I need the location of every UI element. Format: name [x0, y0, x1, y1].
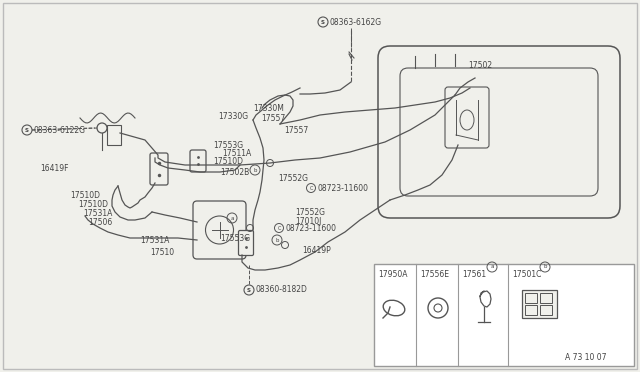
Text: a: a [490, 264, 493, 269]
Text: 08363-6162G: 08363-6162G [330, 17, 382, 26]
Text: 17557: 17557 [261, 113, 285, 122]
Bar [525, 305, 537, 315]
Text: 17531A: 17531A [83, 208, 113, 218]
Text: b: b [543, 264, 547, 269]
Text: A 73 10 07: A 73 10 07 [565, 353, 607, 362]
Text: S: S [321, 19, 325, 25]
FancyBboxPatch shape [190, 150, 206, 172]
Bar [522, 290, 557, 318]
Text: b: b [253, 167, 257, 173]
Text: 08360-8182D: 08360-8182D [256, 285, 308, 295]
Bar [374, 264, 634, 366]
FancyBboxPatch shape [378, 46, 620, 218]
Text: S: S [247, 288, 251, 292]
Text: 17561: 17561 [462, 270, 486, 279]
Bar [540, 293, 552, 303]
Text: 17511A: 17511A [222, 148, 252, 157]
FancyBboxPatch shape [239, 231, 253, 256]
Text: 17330G: 17330G [218, 112, 248, 121]
Text: 08723-11600: 08723-11600 [317, 183, 368, 192]
Text: 17553G: 17553G [213, 141, 243, 150]
Text: 17552G: 17552G [295, 208, 325, 217]
Text: 17950A: 17950A [378, 270, 408, 279]
Text: 17553G: 17553G [220, 234, 250, 243]
Text: S: S [25, 128, 29, 132]
Bar [107, 125, 121, 145]
Text: 17510D: 17510D [70, 190, 100, 199]
Bar [540, 305, 552, 315]
Text: b: b [275, 237, 279, 243]
Text: 17506: 17506 [88, 218, 112, 227]
Text: 17531A: 17531A [140, 235, 170, 244]
Text: 08723-11600: 08723-11600 [285, 224, 336, 232]
Text: 17552G: 17552G [278, 173, 308, 183]
Text: 17556E: 17556E [420, 270, 449, 279]
FancyBboxPatch shape [193, 201, 246, 259]
Text: 08363-6122G: 08363-6122G [34, 125, 86, 135]
Text: 17010J: 17010J [295, 217, 321, 225]
FancyBboxPatch shape [445, 87, 489, 148]
Text: 17502: 17502 [468, 61, 492, 70]
Text: C: C [277, 225, 281, 231]
Text: 17502B: 17502B [220, 167, 249, 176]
FancyBboxPatch shape [400, 68, 598, 196]
FancyBboxPatch shape [150, 153, 168, 185]
Text: 17501C: 17501C [512, 270, 541, 279]
Text: 17510: 17510 [150, 247, 174, 257]
Text: 17510D: 17510D [78, 199, 108, 208]
Text: 17510D: 17510D [213, 157, 243, 166]
Text: a: a [230, 215, 234, 221]
Text: 17330M: 17330M [253, 103, 284, 112]
Text: 16419F: 16419F [40, 164, 68, 173]
Text: 16419P: 16419P [302, 246, 331, 254]
Text: 17557: 17557 [284, 125, 308, 135]
Text: C: C [309, 186, 313, 190]
Bar [525, 293, 537, 303]
